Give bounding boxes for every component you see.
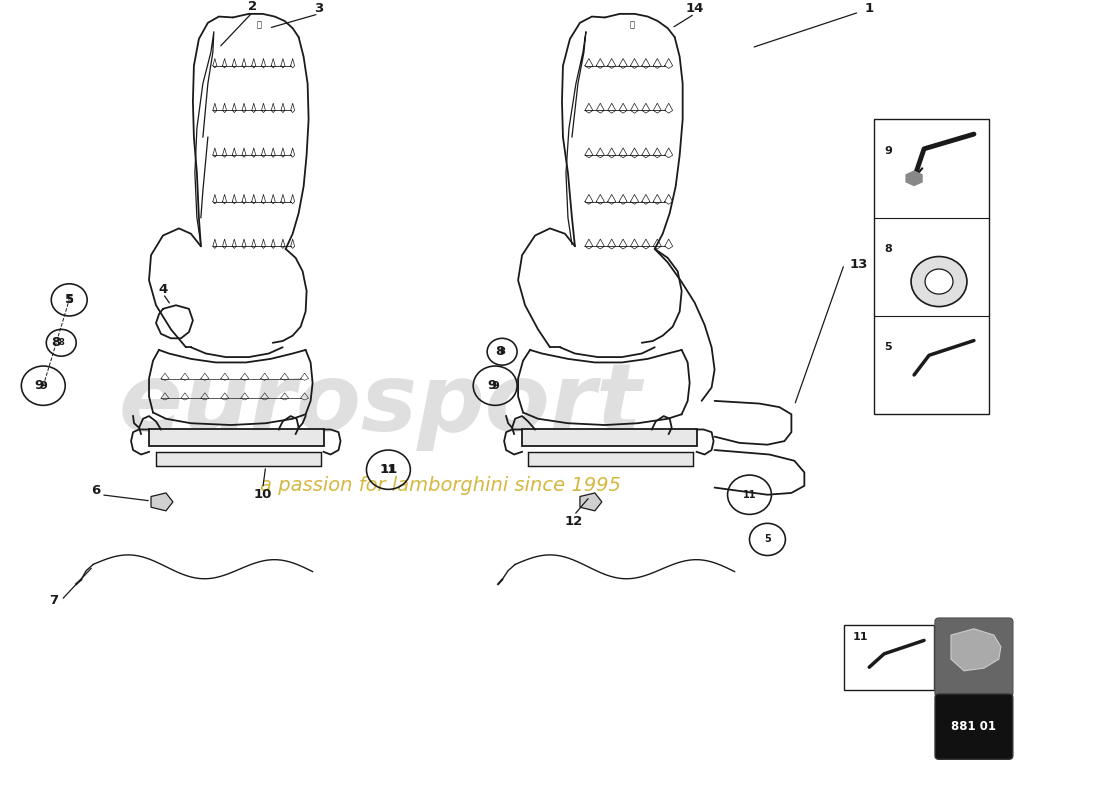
Text: 14: 14 xyxy=(685,2,704,15)
Text: 🐂: 🐂 xyxy=(256,20,261,29)
Text: 🐂: 🐂 xyxy=(629,20,635,29)
Text: 3: 3 xyxy=(314,2,323,15)
Text: 5: 5 xyxy=(65,294,74,306)
Text: 11: 11 xyxy=(852,633,868,642)
Text: 12: 12 xyxy=(564,515,583,528)
Polygon shape xyxy=(906,171,922,186)
Polygon shape xyxy=(580,493,602,511)
Text: eurosport: eurosport xyxy=(119,359,642,451)
Bar xyxy=(148,430,323,446)
Text: 1: 1 xyxy=(865,2,873,15)
Text: 9: 9 xyxy=(492,381,499,390)
Text: 10: 10 xyxy=(253,488,272,502)
Bar xyxy=(156,452,320,466)
Text: 4: 4 xyxy=(158,282,167,296)
Bar xyxy=(845,626,934,690)
Text: 8: 8 xyxy=(495,346,505,358)
Text: 9: 9 xyxy=(40,381,47,390)
Polygon shape xyxy=(151,493,173,511)
Text: 6: 6 xyxy=(91,484,101,497)
Text: 5: 5 xyxy=(66,295,73,305)
Text: 11: 11 xyxy=(742,490,756,500)
Bar xyxy=(522,430,696,446)
Text: 9: 9 xyxy=(35,379,44,392)
Circle shape xyxy=(911,257,967,306)
Text: 5: 5 xyxy=(884,342,892,352)
Text: 8: 8 xyxy=(58,338,64,347)
Circle shape xyxy=(925,269,953,294)
Text: 7: 7 xyxy=(48,594,58,606)
FancyBboxPatch shape xyxy=(935,694,1013,759)
Text: 13: 13 xyxy=(850,258,868,270)
Text: 8: 8 xyxy=(52,336,60,350)
Text: 2: 2 xyxy=(249,0,257,14)
Text: 11: 11 xyxy=(382,465,395,474)
Text: 9: 9 xyxy=(487,379,497,392)
Bar xyxy=(528,452,693,466)
Text: 881 01: 881 01 xyxy=(952,720,997,733)
Text: 11: 11 xyxy=(379,463,397,476)
Polygon shape xyxy=(952,629,1001,671)
Text: 9: 9 xyxy=(884,146,892,156)
FancyBboxPatch shape xyxy=(935,618,1013,697)
Text: a passion for lamborghini since 1995: a passion for lamborghini since 1995 xyxy=(260,476,620,495)
Bar xyxy=(874,119,989,414)
Text: 8: 8 xyxy=(884,244,892,254)
Text: 5: 5 xyxy=(764,534,771,545)
Text: 8: 8 xyxy=(499,347,505,356)
